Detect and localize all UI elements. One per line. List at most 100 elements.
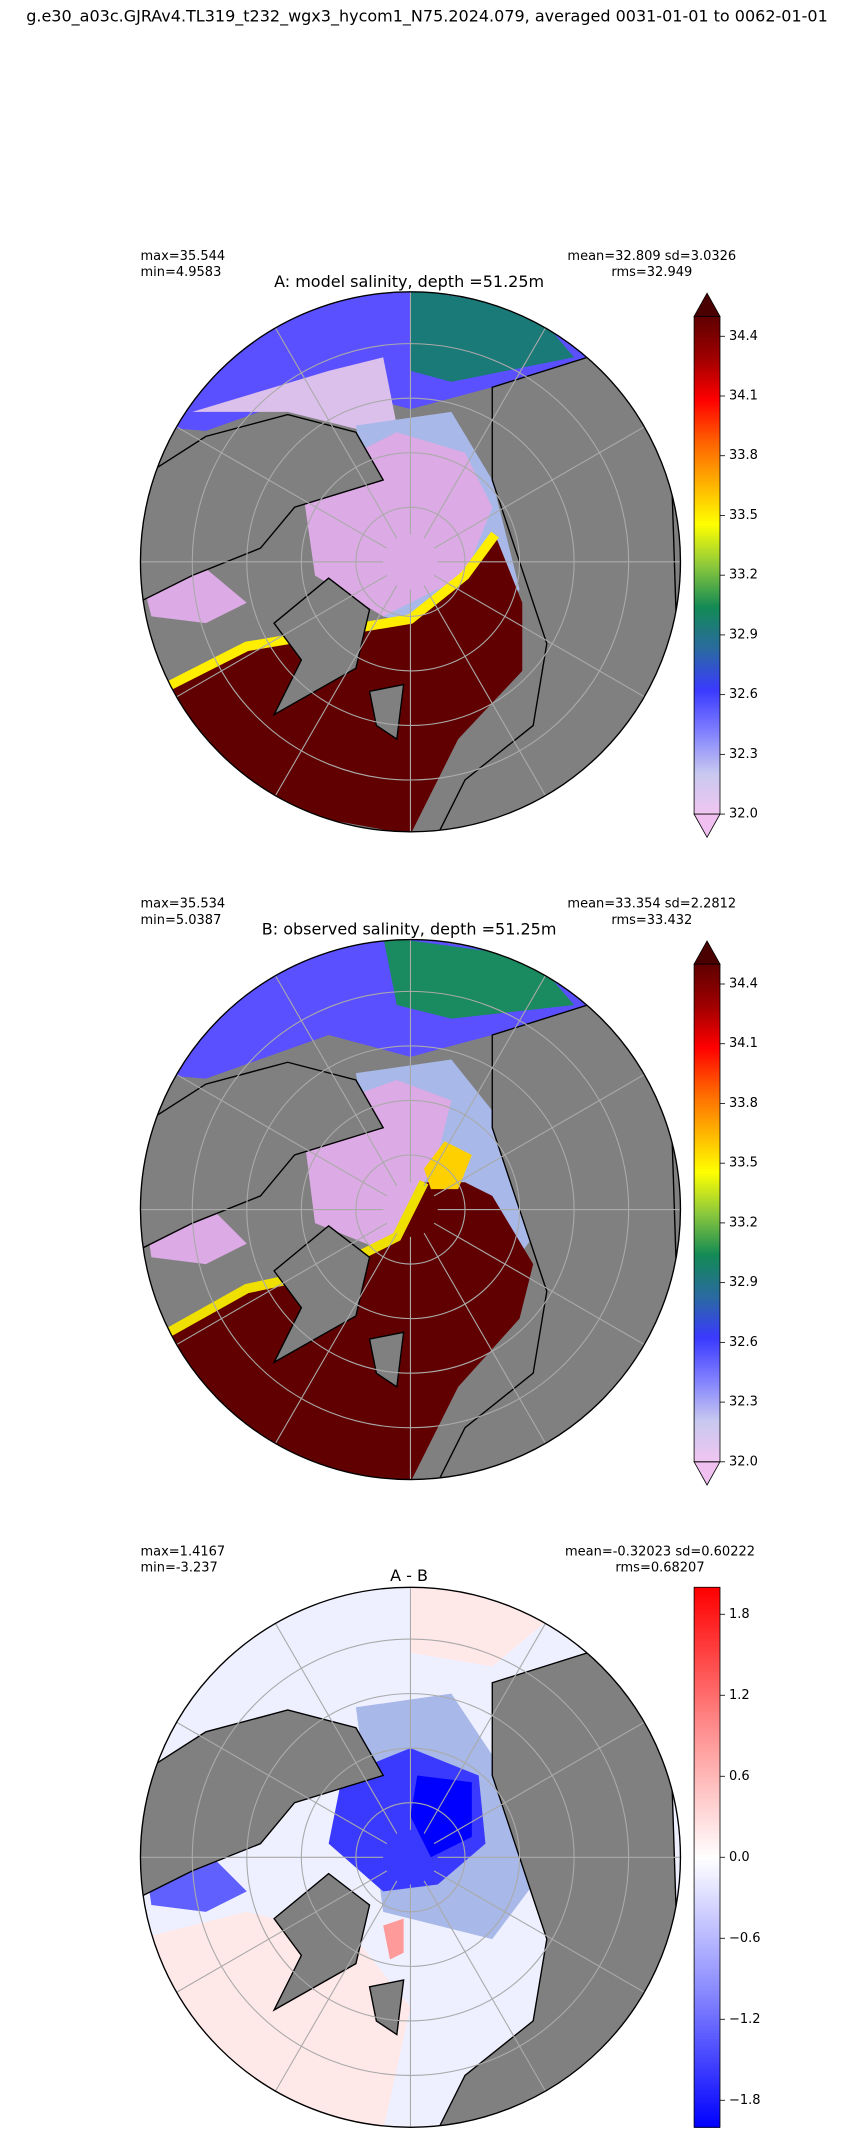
colorbar-band — [694, 1237, 720, 1241]
colorbar-band — [694, 1332, 720, 1336]
colorbar-band — [694, 1163, 720, 1167]
colorbar-band — [694, 1130, 720, 1134]
graticule — [423, 1880, 546, 2092]
colorbar-band — [694, 1841, 720, 1845]
colorbar-band — [694, 1098, 720, 1102]
colorbar-band — [694, 1908, 720, 1912]
colorbar-band — [694, 2040, 720, 2045]
colorbar-band — [694, 1262, 720, 1266]
colorbar-band — [694, 1255, 720, 1259]
colorbar-band — [694, 557, 720, 561]
colorbar-band — [694, 1038, 720, 1042]
colorbar-band — [694, 659, 720, 663]
colorbar-band — [694, 1589, 720, 1594]
colorbar-band — [694, 1334, 720, 1338]
colorbar-band — [694, 1456, 720, 1460]
graticule — [423, 975, 546, 1187]
colorbar-band — [694, 1587, 720, 1591]
colorbar-band — [694, 590, 720, 594]
colorbar-band — [694, 1951, 720, 1956]
colorbar-band — [694, 366, 720, 370]
colorbar-band — [694, 714, 720, 718]
colorbar-band — [694, 400, 720, 405]
colorbar-band — [694, 368, 720, 372]
colorbar-band — [694, 1232, 720, 1236]
colorbar-band — [694, 353, 720, 357]
colorbar-band — [694, 796, 720, 800]
colorbar-band — [694, 1760, 720, 1764]
colorbar-band — [694, 1797, 720, 1802]
land — [140, 1709, 385, 1900]
colorbar-band — [694, 627, 720, 631]
colorbar-band — [694, 1816, 720, 1821]
colorbar-band — [694, 1757, 720, 1761]
colorbar-band — [694, 1073, 720, 1077]
polar-map — [139, 291, 682, 833]
colorbar-band — [694, 1800, 720, 1804]
colorbar-band — [694, 415, 720, 419]
colorbar-band — [694, 460, 720, 464]
colorbar-band — [694, 1128, 720, 1132]
colorbar-band — [694, 1689, 720, 1694]
colorbar-band — [694, 1372, 720, 1376]
colorbar-band — [694, 1784, 720, 1788]
colorbar-band — [694, 1973, 720, 1977]
colorbar-tick-label: 0.0 — [729, 1850, 750, 1865]
colorbar-band — [694, 741, 720, 746]
colorbar-band — [694, 2121, 720, 2126]
stats-right: mean=32.809 sd=3.0326 — [567, 249, 736, 264]
colorbar-band — [694, 1792, 720, 1796]
colorbar-band — [694, 1135, 720, 1139]
colorbar-band — [694, 585, 720, 589]
colorbar-band — [694, 605, 720, 609]
colorbar-band — [694, 1314, 720, 1319]
colorbar-tick-label: 33.2 — [729, 1215, 758, 1230]
colorbar-band — [694, 1846, 720, 1850]
colorbar-band — [694, 1881, 720, 1885]
colorbar-band — [694, 1924, 720, 1929]
colorbar-tick-label: −1.8 — [729, 2093, 761, 2108]
colorbar-band — [694, 2048, 720, 2053]
colorbar-band — [694, 1635, 720, 1640]
graticule — [176, 1721, 388, 1845]
colorbar-band — [694, 1857, 720, 1861]
colorbar-band — [694, 1125, 720, 1129]
colorbar-band — [694, 2008, 720, 2012]
colorbar-band — [694, 2038, 720, 2042]
colorbar-band — [694, 809, 720, 813]
colorbar-band — [694, 726, 720, 731]
colorbar-band — [694, 333, 720, 337]
colorbar-band — [694, 383, 720, 387]
colorbar-band — [694, 440, 720, 444]
colorbar-band — [694, 1676, 720, 1680]
colorbar-band — [694, 1110, 720, 1115]
colorbar-band — [694, 1364, 720, 1368]
colorbar-band — [694, 1822, 720, 1826]
figure-title: g.e30_a03c.GJRAv4.TL319_t232_wgx3_hycom1… — [26, 7, 828, 27]
colorbar-tick-label: 32.0 — [729, 1454, 758, 1469]
colorbar-band — [694, 1913, 720, 1918]
colorbar-band — [694, 1407, 720, 1411]
colorbar-band — [694, 1339, 720, 1343]
colorbar-tick-label: 34.1 — [729, 389, 758, 404]
colorbar-band — [694, 1754, 720, 1758]
colorbar-band — [694, 420, 720, 424]
colorbar-band — [694, 495, 720, 499]
colorbar-band — [694, 413, 720, 417]
colorbar-band — [694, 1743, 720, 1748]
colorbar-band — [694, 719, 720, 723]
colorbar-band — [694, 1053, 720, 1057]
colorbar-band — [694, 483, 720, 487]
colorbar-band — [694, 1118, 720, 1122]
colorbar-band — [694, 1614, 720, 1618]
graticule — [433, 574, 645, 698]
colorbar-band — [694, 1441, 720, 1445]
colorbar-band — [694, 1932, 720, 1937]
colorbar-band — [694, 1943, 720, 1947]
colorbar-band — [694, 328, 720, 332]
colorbar-band — [694, 1781, 720, 1785]
colorbar-band — [694, 647, 720, 651]
colorbar-band — [694, 572, 720, 576]
colorbar-band — [694, 1292, 720, 1296]
colorbar-band — [694, 1946, 720, 1950]
